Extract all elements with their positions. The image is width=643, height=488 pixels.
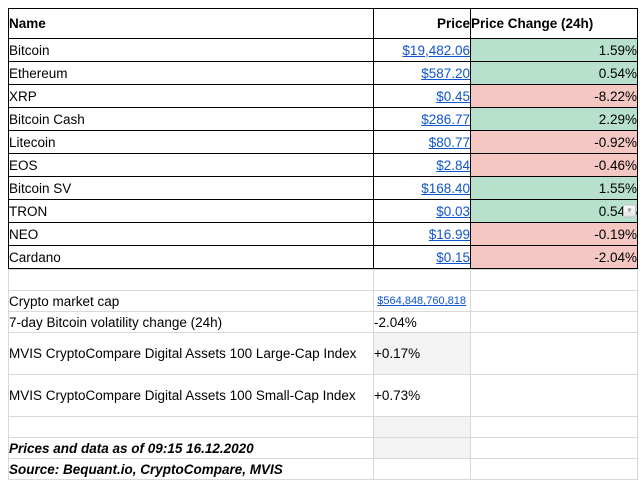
dropdown-arrow-icon[interactable]: ▼ — [623, 204, 636, 218]
crypto-name-cell: EOS — [8, 153, 374, 177]
crypto-name-cell: XRP — [8, 84, 374, 108]
price-cell: $2.84 — [373, 153, 471, 177]
source-note: Source: Bequant.io, CryptoCompare, MVIS — [8, 458, 374, 480]
price-change-cell: -8.22% — [470, 84, 638, 108]
price-cell: $0.15 — [373, 245, 471, 269]
empty-cell — [470, 437, 638, 459]
price-cell: $80.77 — [373, 130, 471, 154]
price-change-cell: 0.54% ▼ — [470, 199, 638, 223]
price-cell: $0.45 — [373, 84, 471, 108]
price-link[interactable]: $0.03 — [436, 203, 470, 219]
empty-cell — [373, 269, 471, 291]
table-row: Bitcoin $19,482.06 1.59% — [8, 38, 638, 62]
stat-row-small-cap-index: MVIS CryptoCompare Digital Assets 100 Sm… — [8, 374, 638, 417]
crypto-name-cell: Bitcoin Cash — [8, 107, 374, 131]
table-row: Ethereum $587.20 0.54% — [8, 61, 638, 85]
header-price: Price — [373, 8, 471, 39]
empty-cell — [373, 416, 471, 438]
crypto-name-cell: Cardano — [8, 245, 374, 269]
price-link[interactable]: $19,482.06 — [402, 42, 470, 58]
table-row: Bitcoin Cash $286.77 2.29% — [8, 107, 638, 131]
crypto-price-table: Name Price Price Change (24h) Bitcoin $1… — [8, 8, 638, 269]
stat-value: -2.04% — [373, 311, 471, 333]
price-link[interactable]: $0.45 — [436, 88, 470, 104]
stats-section: Crypto market cap $564,848,760,818 7-day… — [8, 269, 638, 480]
stat-label: MVIS CryptoCompare Digital Assets 100 Sm… — [8, 374, 374, 417]
spreadsheet: Name Price Price Change (24h) Bitcoin $1… — [8, 8, 638, 480]
price-change-cell: -0.92% — [470, 130, 638, 154]
price-change-cell: 0.54% — [470, 61, 638, 85]
stat-value-cell: $564,848,760,818 — [373, 290, 471, 312]
table-row: NEO $16.99 -0.19% — [8, 222, 638, 246]
crypto-name-cell: NEO — [8, 222, 374, 246]
price-change-cell: -0.19% — [470, 222, 638, 246]
empty-cell — [470, 269, 638, 291]
stat-label: 7-day Bitcoin volatility change (24h) — [8, 311, 374, 333]
price-cell: $587.20 — [373, 61, 471, 85]
price-link[interactable]: $80.77 — [428, 134, 470, 150]
price-cell: $16.99 — [373, 222, 471, 246]
price-cell: $19,482.06 — [373, 38, 471, 62]
table-row: Bitcoin SV $168.40 1.55% — [8, 176, 638, 200]
table-row: TRON $0.03 0.54% ▼ — [8, 199, 638, 223]
table-row: XRP $0.45 -8.22% — [8, 84, 638, 108]
table-row: Litecoin $80.77 -0.92% — [8, 130, 638, 154]
footer-row-source: Source: Bequant.io, CryptoCompare, MVIS — [8, 458, 638, 480]
empty-cell — [8, 416, 374, 438]
empty-cell — [470, 311, 638, 333]
price-change-cell: 1.59% — [470, 38, 638, 62]
empty-cell — [470, 332, 638, 375]
empty-cell — [470, 416, 638, 438]
crypto-name-cell: Ethereum — [8, 61, 374, 85]
table-row: Cardano $0.15 -2.04% — [8, 245, 638, 269]
empty-cell — [8, 269, 374, 291]
data-as-of-note: Prices and data as of 09:15 16.12.2020 — [8, 437, 374, 459]
price-link[interactable]: $286.77 — [421, 111, 470, 127]
empty-cell — [470, 290, 638, 312]
empty-cell — [470, 374, 638, 417]
price-change-cell: 1.55% — [470, 176, 638, 200]
price-change-cell: -2.04% — [470, 245, 638, 269]
price-cell: $286.77 — [373, 107, 471, 131]
price-change-cell: -0.46% — [470, 153, 638, 177]
crypto-name-cell: Litecoin — [8, 130, 374, 154]
price-change-cell: 2.29% — [470, 107, 638, 131]
footer-row-timestamp: Prices and data as of 09:15 16.12.2020 — [8, 437, 638, 459]
stat-row-volatility: 7-day Bitcoin volatility change (24h) -2… — [8, 311, 638, 333]
stat-label: Crypto market cap — [8, 290, 374, 312]
crypto-name-cell: Bitcoin — [8, 38, 374, 62]
price-cell: $168.40 — [373, 176, 471, 200]
stat-row-market-cap: Crypto market cap $564,848,760,818 — [8, 290, 638, 312]
crypto-name-cell: TRON — [8, 199, 374, 223]
header-row: Name Price Price Change (24h) — [8, 8, 638, 39]
crypto-name-cell: Bitcoin SV — [8, 176, 374, 200]
table-row: EOS $2.84 -0.46% — [8, 153, 638, 177]
stat-value: +0.73% — [373, 374, 471, 417]
empty-cell — [470, 458, 638, 480]
stat-value: +0.17% — [373, 332, 471, 375]
price-link[interactable]: $168.40 — [421, 180, 470, 196]
stat-label: MVIS CryptoCompare Digital Assets 100 La… — [8, 332, 374, 375]
empty-cell — [373, 437, 471, 459]
price-link[interactable]: $16.99 — [428, 226, 470, 242]
stat-row-large-cap-index: MVIS CryptoCompare Digital Assets 100 La… — [8, 332, 638, 375]
spacer-row — [8, 269, 638, 291]
price-cell: $0.03 — [373, 199, 471, 223]
price-link[interactable]: $2.84 — [436, 157, 470, 173]
price-link[interactable]: $587.20 — [421, 65, 470, 81]
empty-cell — [373, 458, 471, 480]
header-change: Price Change (24h) — [470, 8, 638, 39]
price-link[interactable]: $0.15 — [436, 249, 470, 265]
spacer-row — [8, 416, 638, 438]
market-cap-link[interactable]: $564,848,760,818 — [377, 295, 466, 307]
header-name: Name — [8, 8, 374, 39]
